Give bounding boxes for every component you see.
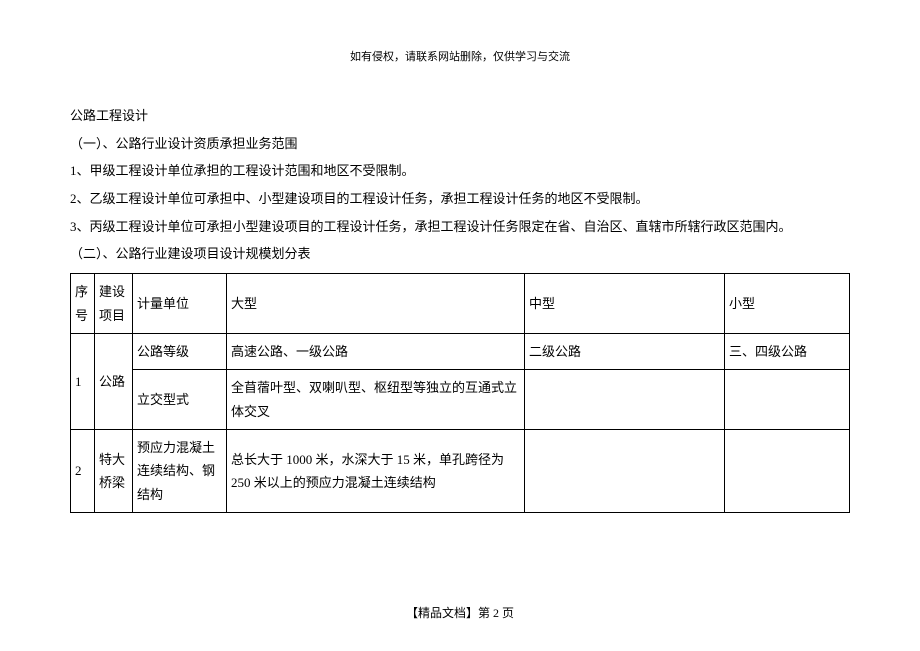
row1-seq: 1 <box>71 333 95 429</box>
row2-small <box>725 430 850 513</box>
header-note: 如有侵权，请联系网站删除，仅供学习与交流 <box>70 48 850 64</box>
row1-unit-a: 公路等级 <box>133 333 227 369</box>
header-small: 小型 <box>725 274 850 334</box>
row2-project: 特大桥梁 <box>95 430 133 513</box>
row2-unit: 预应力混凝土连续结构、钢结构 <box>133 430 227 513</box>
row1-medium-a: 二级公路 <box>525 333 725 369</box>
paragraph-1: 1、甲级工程设计单位承担的工程设计范围和地区不受限制。 <box>70 159 850 184</box>
classification-table: 序号 建设项目 计量单位 大型 中型 小型 1 公路 公路等级 高速公路、一级公… <box>70 273 850 513</box>
row2-large: 总长大于 1000 米，水深大于 15 米，单孔跨径为 250 米以上的预应力混… <box>227 430 525 513</box>
row1-unit-b: 立交型式 <box>133 370 227 430</box>
section2-title: （二）、公路行业建设项目设计规模划分表 <box>70 242 850 267</box>
header-medium: 中型 <box>525 274 725 334</box>
header-seq: 序号 <box>71 274 95 334</box>
header-large: 大型 <box>227 274 525 334</box>
row2-medium <box>525 430 725 513</box>
document-title: 公路工程设计 <box>70 104 850 129</box>
paragraph-2: 2、乙级工程设计单位可承担中、小型建设项目的工程设计任务，承担工程设计任务的地区… <box>70 187 850 212</box>
row1-large-b: 全苜蓿叶型、双喇叭型、枢纽型等独立的互通式立体交叉 <box>227 370 525 430</box>
document-content: 公路工程设计 （一）、公路行业设计资质承担业务范围 1、甲级工程设计单位承担的工… <box>70 104 850 513</box>
table-header-row: 序号 建设项目 计量单位 大型 中型 小型 <box>71 274 850 334</box>
page-footer: 【精品文档】第 2 页 <box>0 604 920 621</box>
table-row: 1 公路 公路等级 高速公路、一级公路 二级公路 三、四级公路 <box>71 333 850 369</box>
row1-medium-b <box>525 370 725 430</box>
row1-small-b <box>725 370 850 430</box>
row2-seq: 2 <box>71 430 95 513</box>
table-row: 2 特大桥梁 预应力混凝土连续结构、钢结构 总长大于 1000 米，水深大于 1… <box>71 430 850 513</box>
header-project: 建设项目 <box>95 274 133 334</box>
header-unit: 计量单位 <box>133 274 227 334</box>
row1-project: 公路 <box>95 333 133 429</box>
section1-title: （一）、公路行业设计资质承担业务范围 <box>70 132 850 157</box>
table-row: 立交型式 全苜蓿叶型、双喇叭型、枢纽型等独立的互通式立体交叉 <box>71 370 850 430</box>
row1-large-a: 高速公路、一级公路 <box>227 333 525 369</box>
paragraph-3: 3、丙级工程设计单位可承担小型建设项目的工程设计任务，承担工程设计任务限定在省、… <box>70 215 850 240</box>
row1-small-a: 三、四级公路 <box>725 333 850 369</box>
